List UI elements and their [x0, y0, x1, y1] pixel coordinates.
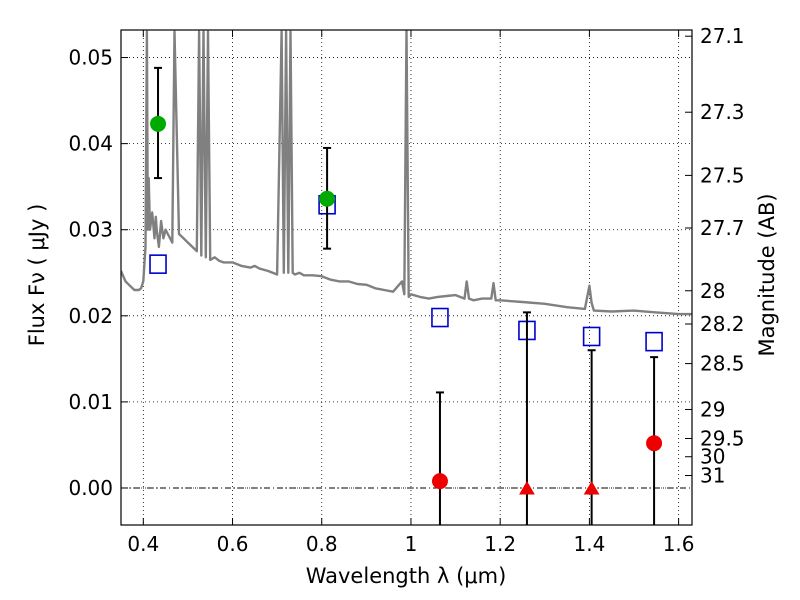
non-detection-point [646, 435, 663, 452]
x-tick-label: 1.4 [573, 532, 605, 556]
y-tick-label: 0.03 [68, 218, 113, 242]
axes: 0.4 0.6 0.8 1 1.2 1.4 1.6 0.00 0.01 0.02 0.03 0.04 0… [68, 24, 744, 556]
plot-frame [120, 29, 693, 526]
negative-flux-triangle [519, 480, 535, 495]
mag-tick-label: 28.2 [700, 312, 745, 336]
mag-tick-label: 27.1 [700, 24, 745, 48]
x-tick-label: 1.2 [484, 532, 516, 556]
mag-tick-label: 27.5 [700, 163, 745, 187]
x-tick-label: 0.8 [306, 532, 338, 556]
mag-tick-label: 28 [700, 279, 725, 303]
mag-tick-label: 27.7 [700, 216, 745, 240]
y-tick-label: 0.01 [68, 390, 113, 414]
y-axis-label: Flux Fν ( μJy ) [25, 204, 49, 347]
grid [121, 30, 692, 525]
mag-tick-label: 27.3 [700, 100, 745, 124]
model-photometry-square [431, 307, 449, 328]
x-tick-label: 0.6 [217, 532, 249, 556]
x-axis-label: Wavelength λ (μm) [306, 564, 507, 588]
model-photometry-square [582, 326, 601, 347]
mag-tick-label: 29 [700, 397, 725, 421]
mag-tick-label: 28.5 [700, 352, 745, 376]
x-tick-label: 1.6 [663, 532, 695, 556]
model-sed-line [121, 30, 692, 316]
negative-flux-triangle [583, 480, 600, 495]
y-tick-label: 0.00 [68, 476, 113, 500]
mag-tick-label: 30 [700, 445, 725, 469]
y2-axis-label: Magnitude (AB) [755, 193, 779, 356]
y-tick-label: 0.04 [68, 132, 113, 156]
detection-point [319, 190, 336, 207]
mag-tick-label: 29.5 [700, 426, 745, 450]
y-tick-label: 0.02 [68, 304, 113, 328]
sed-line-path [121, 30, 692, 316]
x-tick-label: 1 [405, 532, 418, 556]
mag-tick-label: 31 [700, 464, 725, 488]
model-photometry-square [645, 331, 663, 352]
non-detection-point [431, 473, 448, 490]
model-photometry-square [149, 254, 167, 274]
markers [149, 66, 663, 525]
detection-point [150, 115, 167, 132]
x-tick-label: 0.4 [127, 532, 159, 556]
y-tick-label: 0.05 [68, 46, 113, 70]
